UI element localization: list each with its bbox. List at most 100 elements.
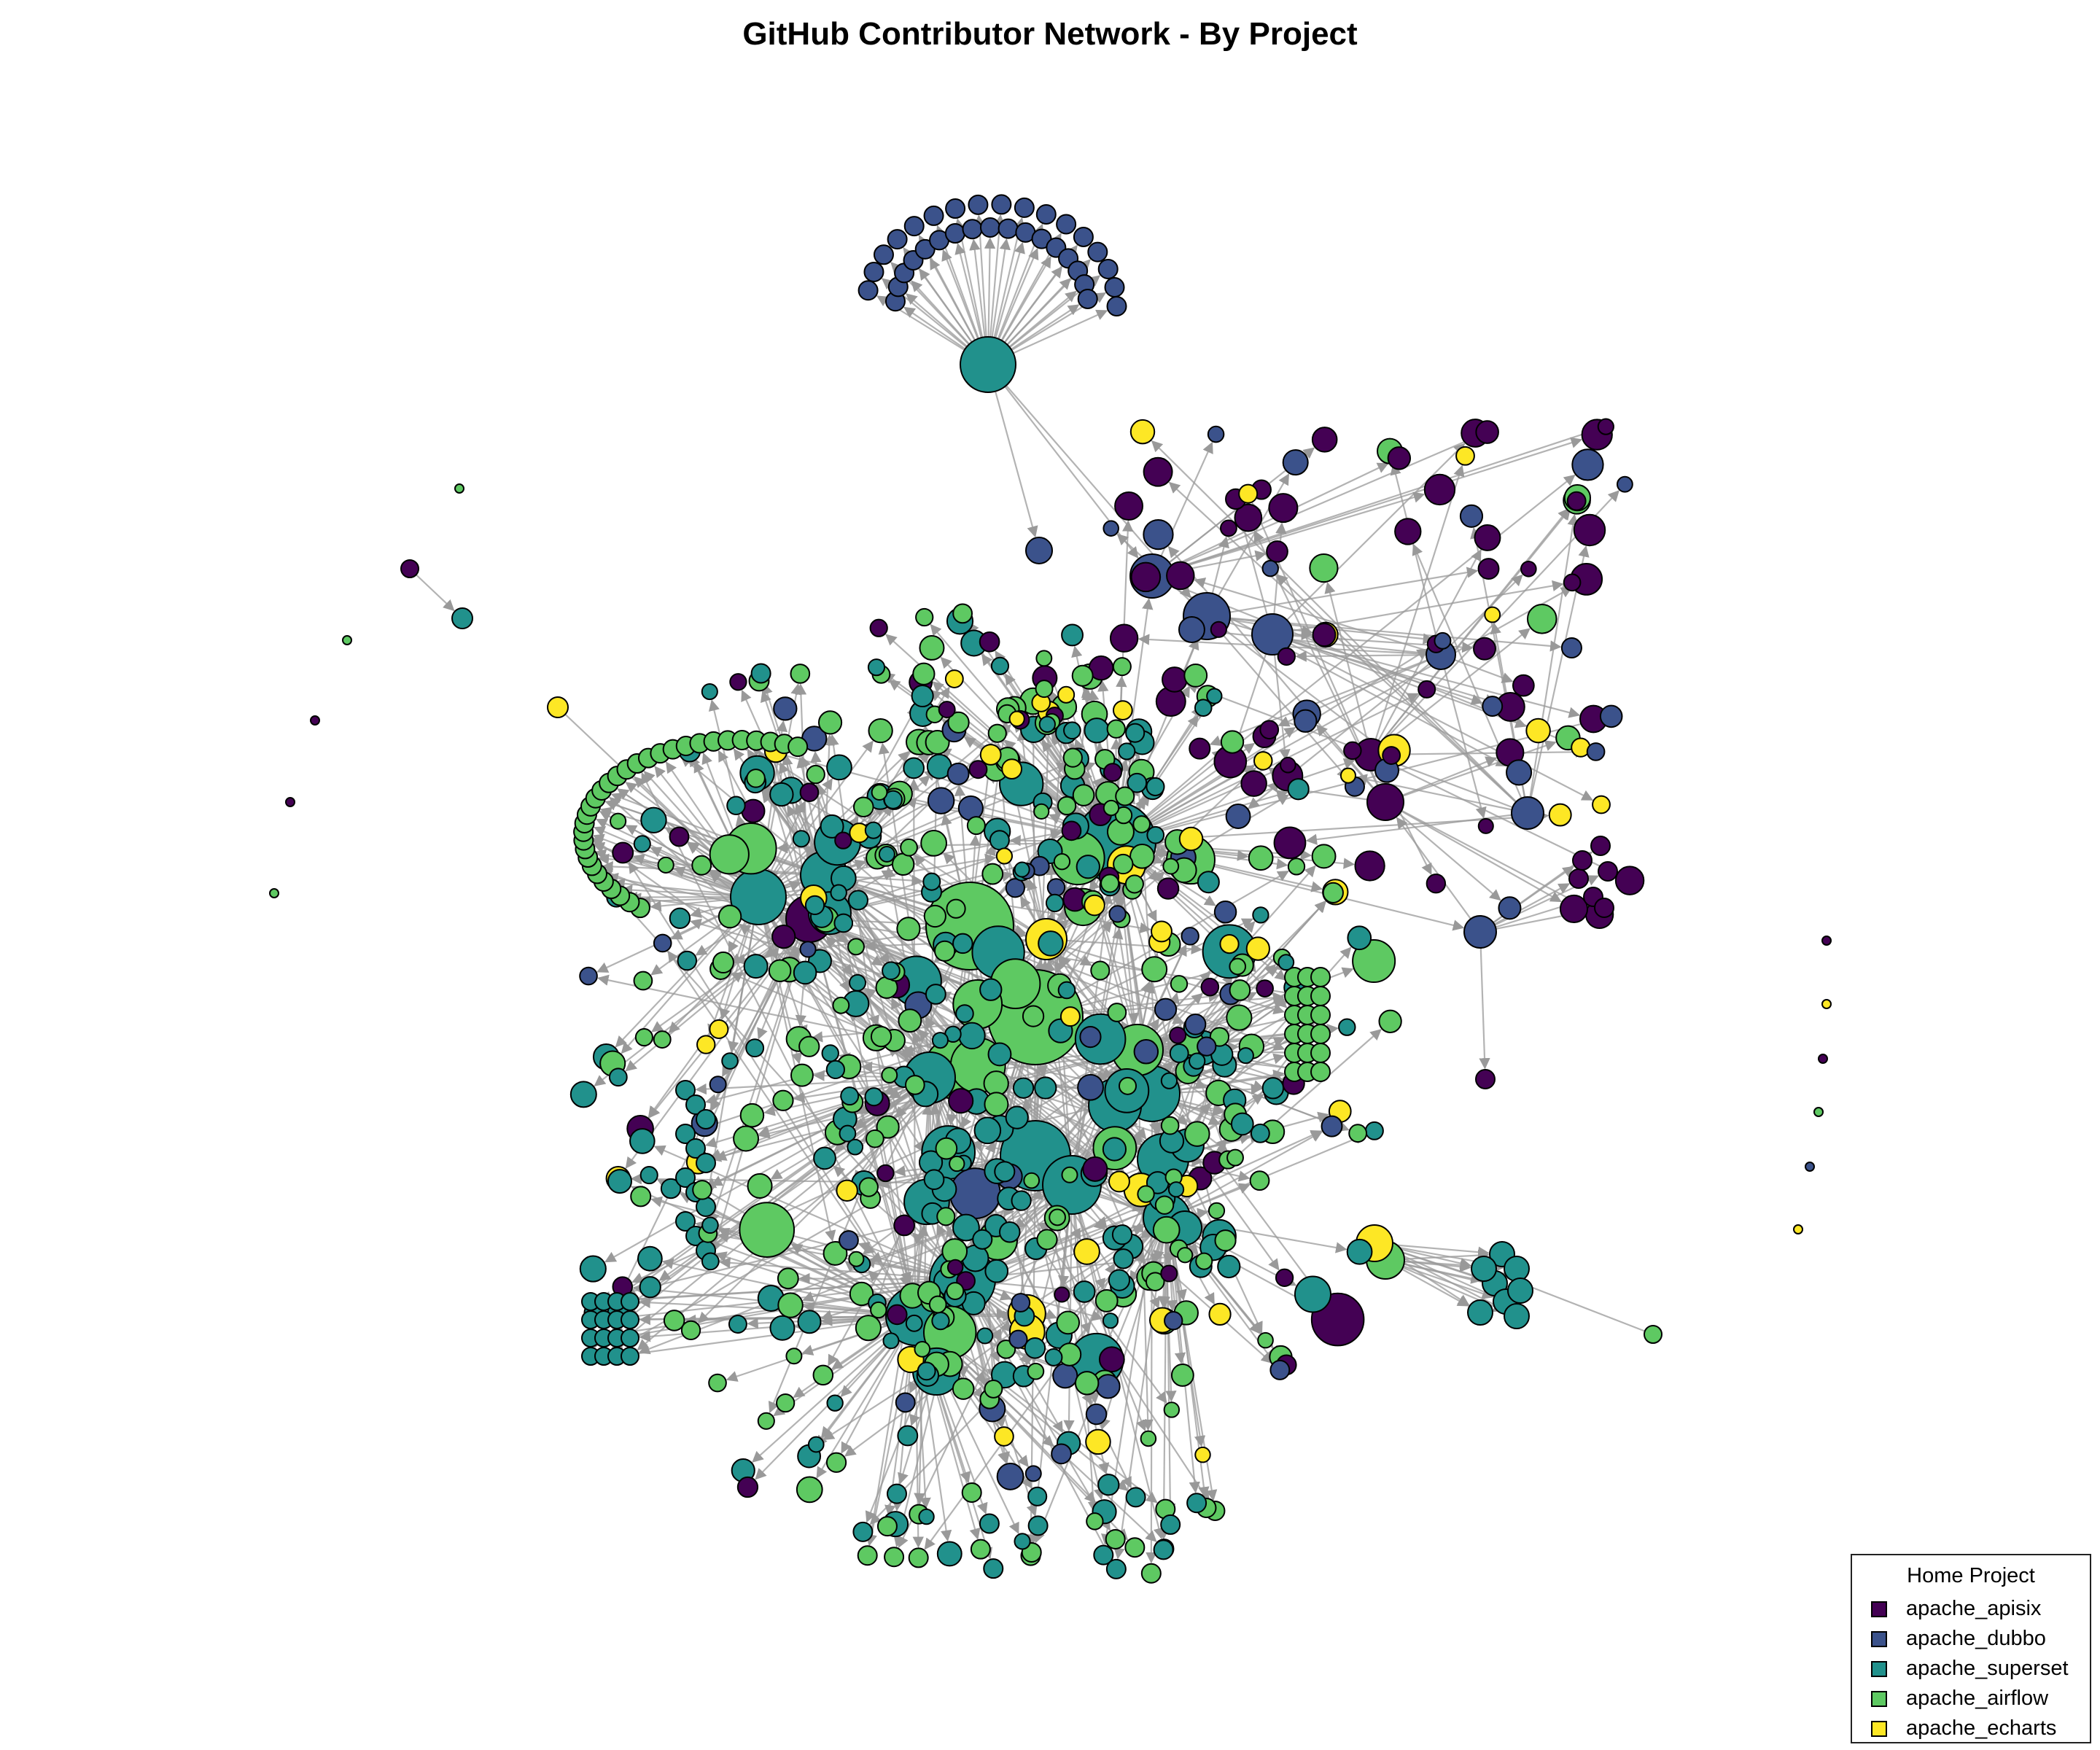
node-418 [927,787,955,814]
node-61 [1106,296,1127,316]
node-362 [579,1255,607,1283]
edge-245 [615,916,740,1048]
node-818 [961,1482,982,1503]
node-337 [701,1252,720,1271]
node-92 [1143,456,1173,487]
node-569 [1183,664,1208,688]
node-318 [1014,1533,1031,1550]
node-843 [871,784,888,801]
node-573 [1220,730,1245,754]
node-583 [1053,852,1071,871]
node-440 [1094,1288,1119,1312]
node-770 [675,1211,696,1232]
node-138 [1309,553,1339,583]
node-861 [1061,623,1084,647]
node-407 [793,960,817,985]
edge-437 [1057,919,1069,931]
node-631 [1352,938,1396,984]
edge-970 [639,1317,887,1342]
node-469 [1057,981,1076,1000]
edge-85 [1172,491,1426,571]
node-339 [1114,806,1133,825]
node-87 [1475,420,1499,444]
node-211 [1217,1254,1241,1279]
node-59 [1104,277,1125,298]
node-115 [1240,770,1267,797]
edge-876 [1022,876,1041,920]
legend-swatch-dubbo [1871,1630,1887,1647]
edge-1026 [1078,1213,1164,1540]
node-408 [1214,1229,1237,1252]
node-209 [883,790,903,809]
edge-51 [1209,659,1428,746]
node-442 [1057,796,1077,816]
node-508 [1034,1076,1057,1100]
edge-97 [1167,545,1374,789]
node-806 [1310,1062,1331,1082]
node-642 [994,1161,1016,1183]
edge-107 [1390,463,1439,641]
node-259 [785,1348,803,1365]
node-98 [1426,874,1447,894]
node-820 [983,1558,1004,1579]
node-47 [1014,197,1035,218]
node-83 [1559,894,1589,924]
legend-label-echarts: apache_echarts [1906,1716,2057,1740]
node-296 [1287,778,1310,801]
node-238 [946,762,970,785]
node-379 [1226,1004,1253,1031]
edge-74 [1356,774,1512,811]
node-222 [995,847,1014,865]
node-26 [1511,796,1544,830]
node-66 [1616,475,1633,493]
node-619 [1338,1018,1356,1036]
node-762 [685,1094,706,1115]
node-601 [917,1361,936,1381]
node-368 [747,1172,773,1199]
node-821 [1160,1514,1181,1535]
edge-844 [1053,1060,1160,1310]
node-481 [911,684,934,708]
edge-1080 [1119,882,1140,1024]
node-660 [746,769,766,788]
node-131 [1234,503,1263,532]
node-125 [1225,804,1251,829]
node-428 [1090,960,1111,981]
node-37 [903,216,925,237]
node-803 [1310,1043,1331,1063]
chart-title: GitHub Contributor Network - By Project [742,16,1358,52]
edge-740 [719,923,752,1021]
node-205 [928,1295,947,1314]
edge-566 [1066,939,1203,954]
node-726 [864,821,882,839]
node-451 [1146,825,1165,844]
node-180 [1821,999,1832,1009]
edge-553 [1156,992,1204,1034]
node-193 [936,1541,962,1567]
node-810 [1105,1528,1126,1549]
node-67 [1238,483,1259,504]
node-217 [1177,1247,1194,1264]
node-463 [1322,882,1344,903]
node-807 [857,1545,878,1566]
edge-1036 [1158,1240,1170,1540]
node-504 [1027,1362,1045,1380]
node-192 [612,841,634,864]
node-206 [701,1216,719,1234]
node-764 [675,1124,696,1144]
node-303 [579,966,598,986]
node-521 [839,1124,857,1143]
node-436 [721,1052,739,1070]
node-478 [729,673,747,691]
edge-127 [1273,654,1291,761]
legend-label-superset: apache_superset [1906,1657,2069,1680]
node-76 [1162,666,1188,693]
edge-917 [596,818,734,886]
node-856 [938,701,956,719]
edge-773 [752,1334,894,1463]
node-459 [826,1394,844,1412]
edge-122 [1276,574,1517,803]
node-819 [1027,1515,1049,1536]
node-471 [833,913,854,933]
node-305 [1011,1190,1032,1211]
